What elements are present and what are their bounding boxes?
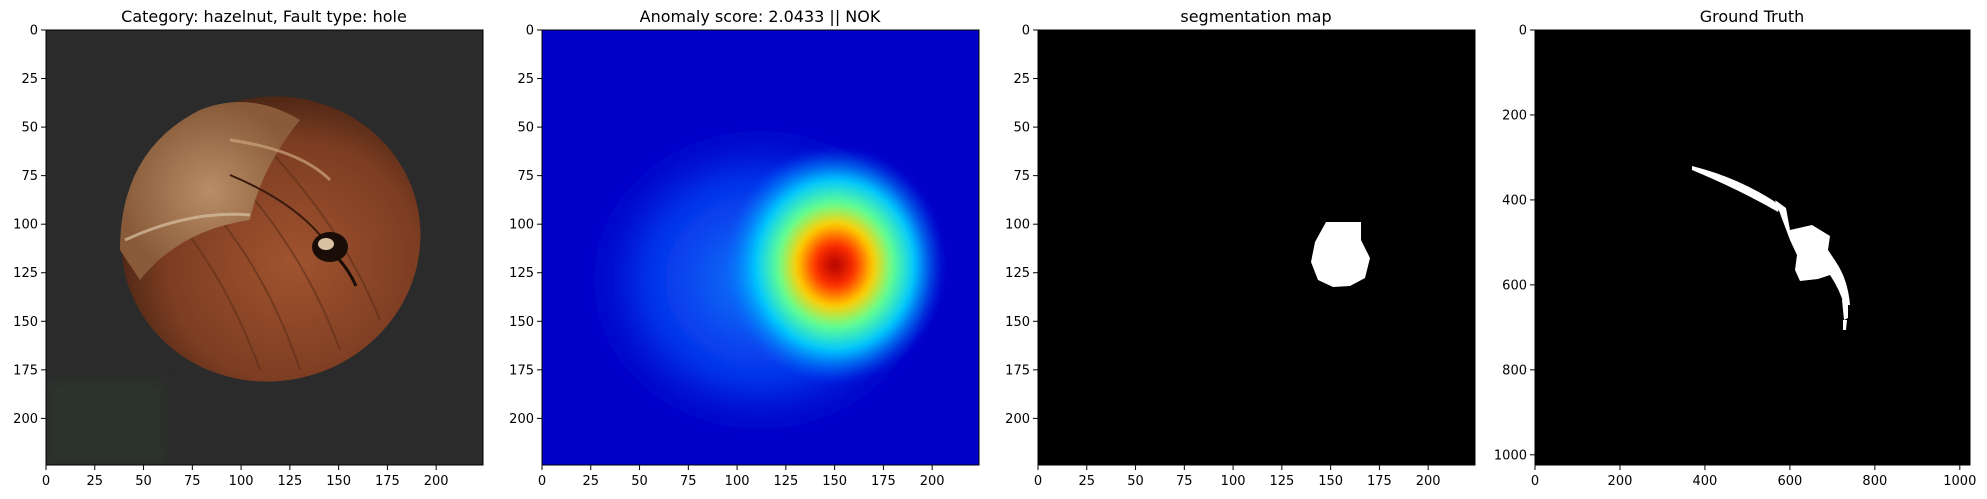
x-tick-label: 200 bbox=[920, 474, 945, 489]
x-tick-label: 0 bbox=[538, 474, 546, 489]
x-tick-label: 25 bbox=[582, 474, 599, 489]
x-tick-label: 100 bbox=[725, 474, 750, 489]
y-tick-label: 200 bbox=[509, 412, 534, 427]
panel-segmentation: segmentation map bbox=[1037, 7, 1476, 466]
panel-heatmap: Anomaly score: 2.0433 || NOK bbox=[541, 7, 980, 466]
x-tick-label: 175 bbox=[375, 474, 400, 489]
y-tick-label: 125 bbox=[1005, 266, 1030, 281]
ground-truth-mask bbox=[1535, 30, 1970, 465]
x-tick-label: 125 bbox=[1269, 474, 1294, 489]
y-tick-label: 175 bbox=[509, 363, 534, 378]
y-tick-label: 50 bbox=[21, 121, 38, 136]
segmentation-mask bbox=[1038, 30, 1475, 465]
panel-photo: Category: hazelnut, Fault type: hole bbox=[45, 7, 484, 466]
x-tick-label: 800 bbox=[1862, 474, 1887, 489]
panel-title: Anomaly score: 2.0433 || NOK bbox=[640, 7, 881, 26]
axis-ticks: 0 25 50 75 100 125 150 175 200 0 25 50 75 100 125 150 17… bbox=[13, 24, 1976, 490]
hazelnut-photo bbox=[46, 30, 483, 465]
y-tick-label: 150 bbox=[509, 315, 534, 330]
y-tick-label: 200 bbox=[13, 412, 38, 427]
y-tick-label: 50 bbox=[1013, 121, 1030, 136]
x-tick-label: 100 bbox=[1221, 474, 1246, 489]
y-tick-label: 25 bbox=[21, 72, 38, 87]
y-tick-label: 75 bbox=[517, 169, 534, 184]
y-tick-label: 150 bbox=[1005, 315, 1030, 330]
y-tick-label: 175 bbox=[13, 363, 38, 378]
y-tick-label: 50 bbox=[517, 121, 534, 136]
x-tick-label: 200 bbox=[1608, 474, 1633, 489]
y-tick-label: 800 bbox=[1502, 363, 1527, 378]
y-tick-label: 100 bbox=[1005, 218, 1030, 233]
x-tick-label: 25 bbox=[86, 474, 103, 489]
y-tick-label: 0 bbox=[526, 24, 534, 39]
x-tick-label: 125 bbox=[773, 474, 798, 489]
y-tick-label: 0 bbox=[1519, 24, 1527, 39]
y-tick-label: 125 bbox=[509, 266, 534, 281]
panel-title: Category: hazelnut, Fault type: hole bbox=[121, 7, 407, 26]
y-tick-label: 0 bbox=[1022, 24, 1030, 39]
x-tick-label: 0 bbox=[1034, 474, 1042, 489]
x-tick-label: 50 bbox=[631, 474, 648, 489]
x-tick-label: 150 bbox=[822, 474, 847, 489]
y-tick-label: 125 bbox=[13, 266, 38, 281]
x-tick-label: 175 bbox=[1367, 474, 1392, 489]
x-tick-label: 75 bbox=[1176, 474, 1193, 489]
panel-title: Ground Truth bbox=[1700, 7, 1805, 26]
x-tick-label: 25 bbox=[1078, 474, 1095, 489]
y-tick-label: 25 bbox=[1013, 72, 1030, 87]
x-tick-label: 1000 bbox=[1943, 474, 1976, 489]
x-tick-label: 200 bbox=[1416, 474, 1441, 489]
y-tick-label: 600 bbox=[1502, 278, 1527, 293]
y-tick-label: 200 bbox=[1005, 412, 1030, 427]
x-tick-label: 200 bbox=[424, 474, 449, 489]
y-tick-label: 150 bbox=[13, 315, 38, 330]
x-tick-label: 150 bbox=[1318, 474, 1343, 489]
x-tick-label: 600 bbox=[1777, 474, 1802, 489]
x-tick-label: 0 bbox=[1531, 474, 1539, 489]
y-tick-label: 400 bbox=[1502, 193, 1527, 208]
x-tick-label: 400 bbox=[1693, 474, 1718, 489]
x-tick-label: 50 bbox=[1127, 474, 1144, 489]
y-tick-label: 75 bbox=[21, 169, 38, 184]
x-tick-label: 100 bbox=[229, 474, 254, 489]
x-tick-label: 125 bbox=[277, 474, 302, 489]
x-tick-label: 175 bbox=[871, 474, 896, 489]
y-tick-label: 100 bbox=[509, 218, 534, 233]
y-tick-label: 200 bbox=[1502, 108, 1527, 123]
panel-title: segmentation map bbox=[1180, 7, 1331, 26]
y-tick-label: 25 bbox=[517, 72, 534, 87]
y-tick-label: 0 bbox=[30, 24, 38, 39]
x-tick-label: 150 bbox=[326, 474, 351, 489]
anomaly-heatmap bbox=[542, 30, 979, 465]
y-tick-label: 75 bbox=[1013, 169, 1030, 184]
y-tick-label: 175 bbox=[1005, 363, 1030, 378]
x-tick-label: 75 bbox=[680, 474, 697, 489]
x-tick-label: 0 bbox=[42, 474, 50, 489]
y-tick-label: 1000 bbox=[1494, 448, 1527, 463]
x-tick-label: 50 bbox=[135, 474, 152, 489]
y-tick-label: 100 bbox=[13, 218, 38, 233]
x-tick-label: 75 bbox=[184, 474, 201, 489]
panel-ground-truth: Ground Truth bbox=[1534, 7, 1971, 466]
